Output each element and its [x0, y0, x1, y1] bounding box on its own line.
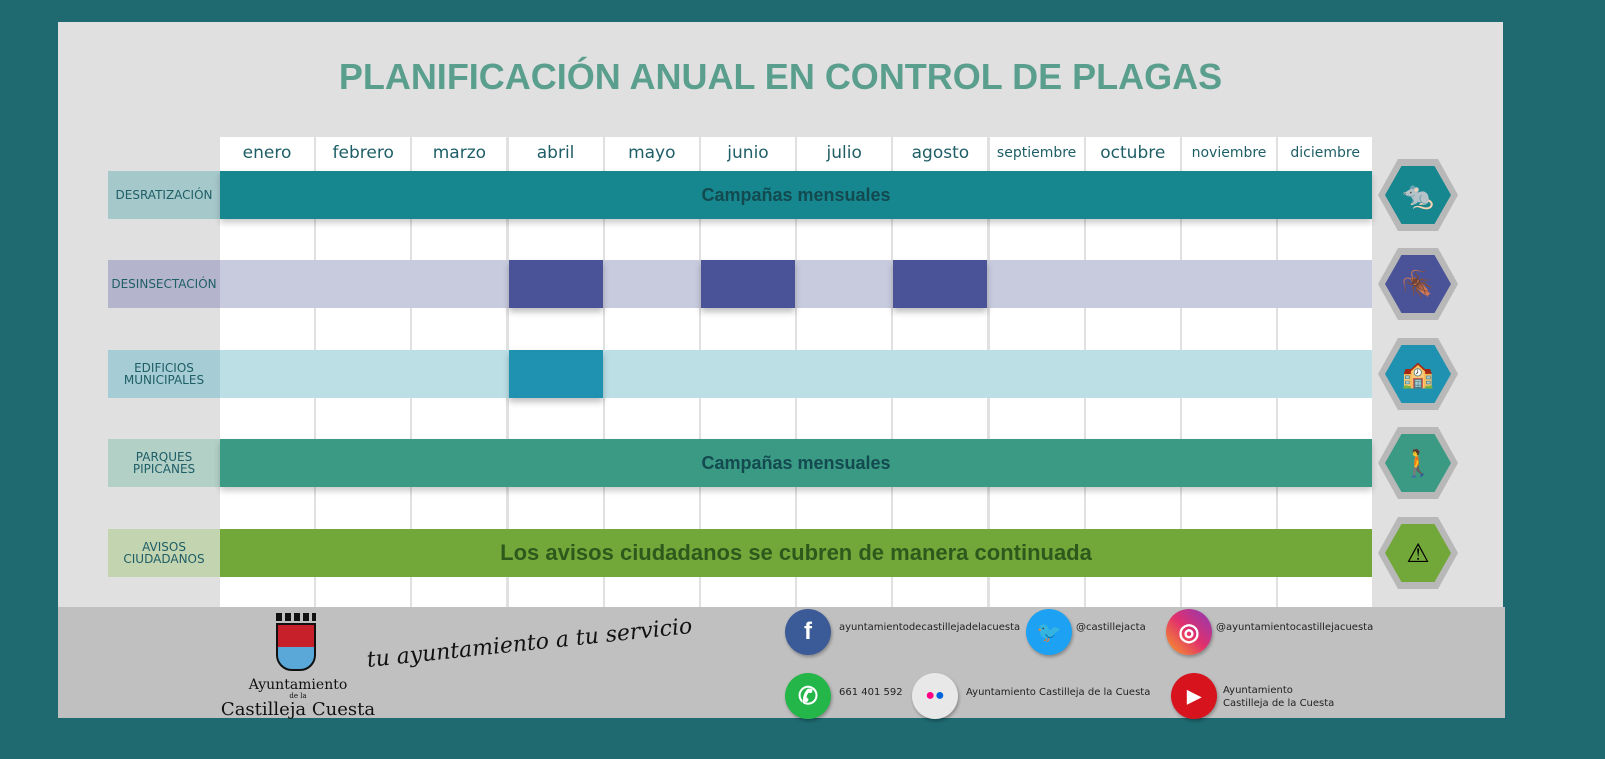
logo-text-1: Ayuntamiento — [248, 677, 348, 693]
twitter-link[interactable]: @castillejacta — [1076, 622, 1146, 633]
logo-text-3: Castilleja Cuesta — [220, 699, 376, 720]
dog-walker-icon: 🚶 — [1378, 427, 1458, 499]
footer: Ayuntamiento de la Castilleja Cuesta tu … — [58, 607, 1505, 720]
logo-text-2: de la — [289, 692, 307, 700]
slogan: tu ayuntamiento a tu servicio — [365, 613, 694, 674]
warning-megaphone-icon: ⚠ — [1378, 517, 1458, 589]
building-icon: 🏫 — [1378, 338, 1458, 410]
month-header-enero: enero — [242, 143, 292, 163]
active-month-abril — [508, 260, 603, 308]
twitter-icon[interactable]: 🐦 — [1026, 609, 1072, 655]
month-header-diciembre: diciembre — [1290, 145, 1360, 161]
youtube-link-1[interactable]: Ayuntamiento — [1223, 685, 1293, 696]
facebook-icon[interactable]: f — [785, 609, 831, 655]
cockroach-icon: 🪳 — [1378, 248, 1458, 320]
month-header-febrero: febrero — [332, 143, 394, 163]
town-crest-logo — [276, 613, 316, 673]
row-bar: Los avisos ciudadanos se cubren de maner… — [220, 529, 1372, 577]
row-label: DESRATIZACIÓN — [108, 171, 220, 219]
youtube-link-2[interactable]: Castilleja de la Cuesta — [1223, 698, 1335, 709]
month-header-julio: julio — [826, 143, 862, 163]
month-header-agosto: agosto — [911, 143, 970, 163]
facebook-link[interactable]: ayuntamientodecastillejadelacuesta — [839, 622, 1021, 633]
row-bar — [220, 350, 1372, 398]
month-header-junio: junio — [727, 143, 769, 163]
month-header-noviembre: noviembre — [1191, 145, 1267, 161]
instagram-icon[interactable]: ◎ — [1166, 609, 1212, 655]
row-bar — [220, 260, 1372, 308]
bar-text: Los avisos ciudadanos se cubren de maner… — [500, 540, 1092, 565]
whatsapp-number[interactable]: 661 401 592 — [839, 687, 903, 698]
flickr-icon[interactable]: ● ● — [912, 673, 958, 719]
row-label: DESINSECTACIÓN — [108, 260, 220, 308]
active-month-junio — [701, 260, 795, 308]
bar-text: Campañas mensuales — [701, 452, 891, 473]
logo-text: Ayuntamiento de la Castilleja Cuesta — [218, 677, 378, 720]
row-label: EDIFICIOS MUNICIPALES — [108, 350, 220, 398]
active-month-abril — [508, 350, 603, 398]
flickr-link[interactable]: Ayuntamiento Castilleja de la Cuesta — [966, 687, 1151, 698]
row-label: AVISOS CIUDADANOS — [108, 529, 220, 577]
instagram-link[interactable]: @ayuntamientocastillejacuesta — [1216, 622, 1374, 633]
month-header-marzo: marzo — [432, 143, 487, 163]
month-header-octubre: octubre — [1100, 143, 1166, 163]
whatsapp-icon[interactable]: ✆ — [785, 673, 831, 719]
bar-text: Campañas mensuales — [701, 184, 891, 205]
youtube-icon[interactable]: ▶ — [1171, 673, 1217, 719]
active-month-agosto — [893, 260, 988, 308]
row-bar: Campañas mensuales — [220, 171, 1372, 219]
month-header-septiembre: septiembre — [996, 145, 1077, 161]
month-header-mayo: mayo — [628, 143, 676, 163]
row-bar: Campañas mensuales — [220, 439, 1372, 487]
row-label: PARQUES PIPICANES — [108, 439, 220, 487]
page-title: PLANIFICACIÓN ANUAL EN CONTROL DE PLAGAS — [338, 56, 1223, 97]
month-header-abril: abril — [536, 143, 575, 163]
rat-icon: 🐀 — [1378, 159, 1458, 231]
